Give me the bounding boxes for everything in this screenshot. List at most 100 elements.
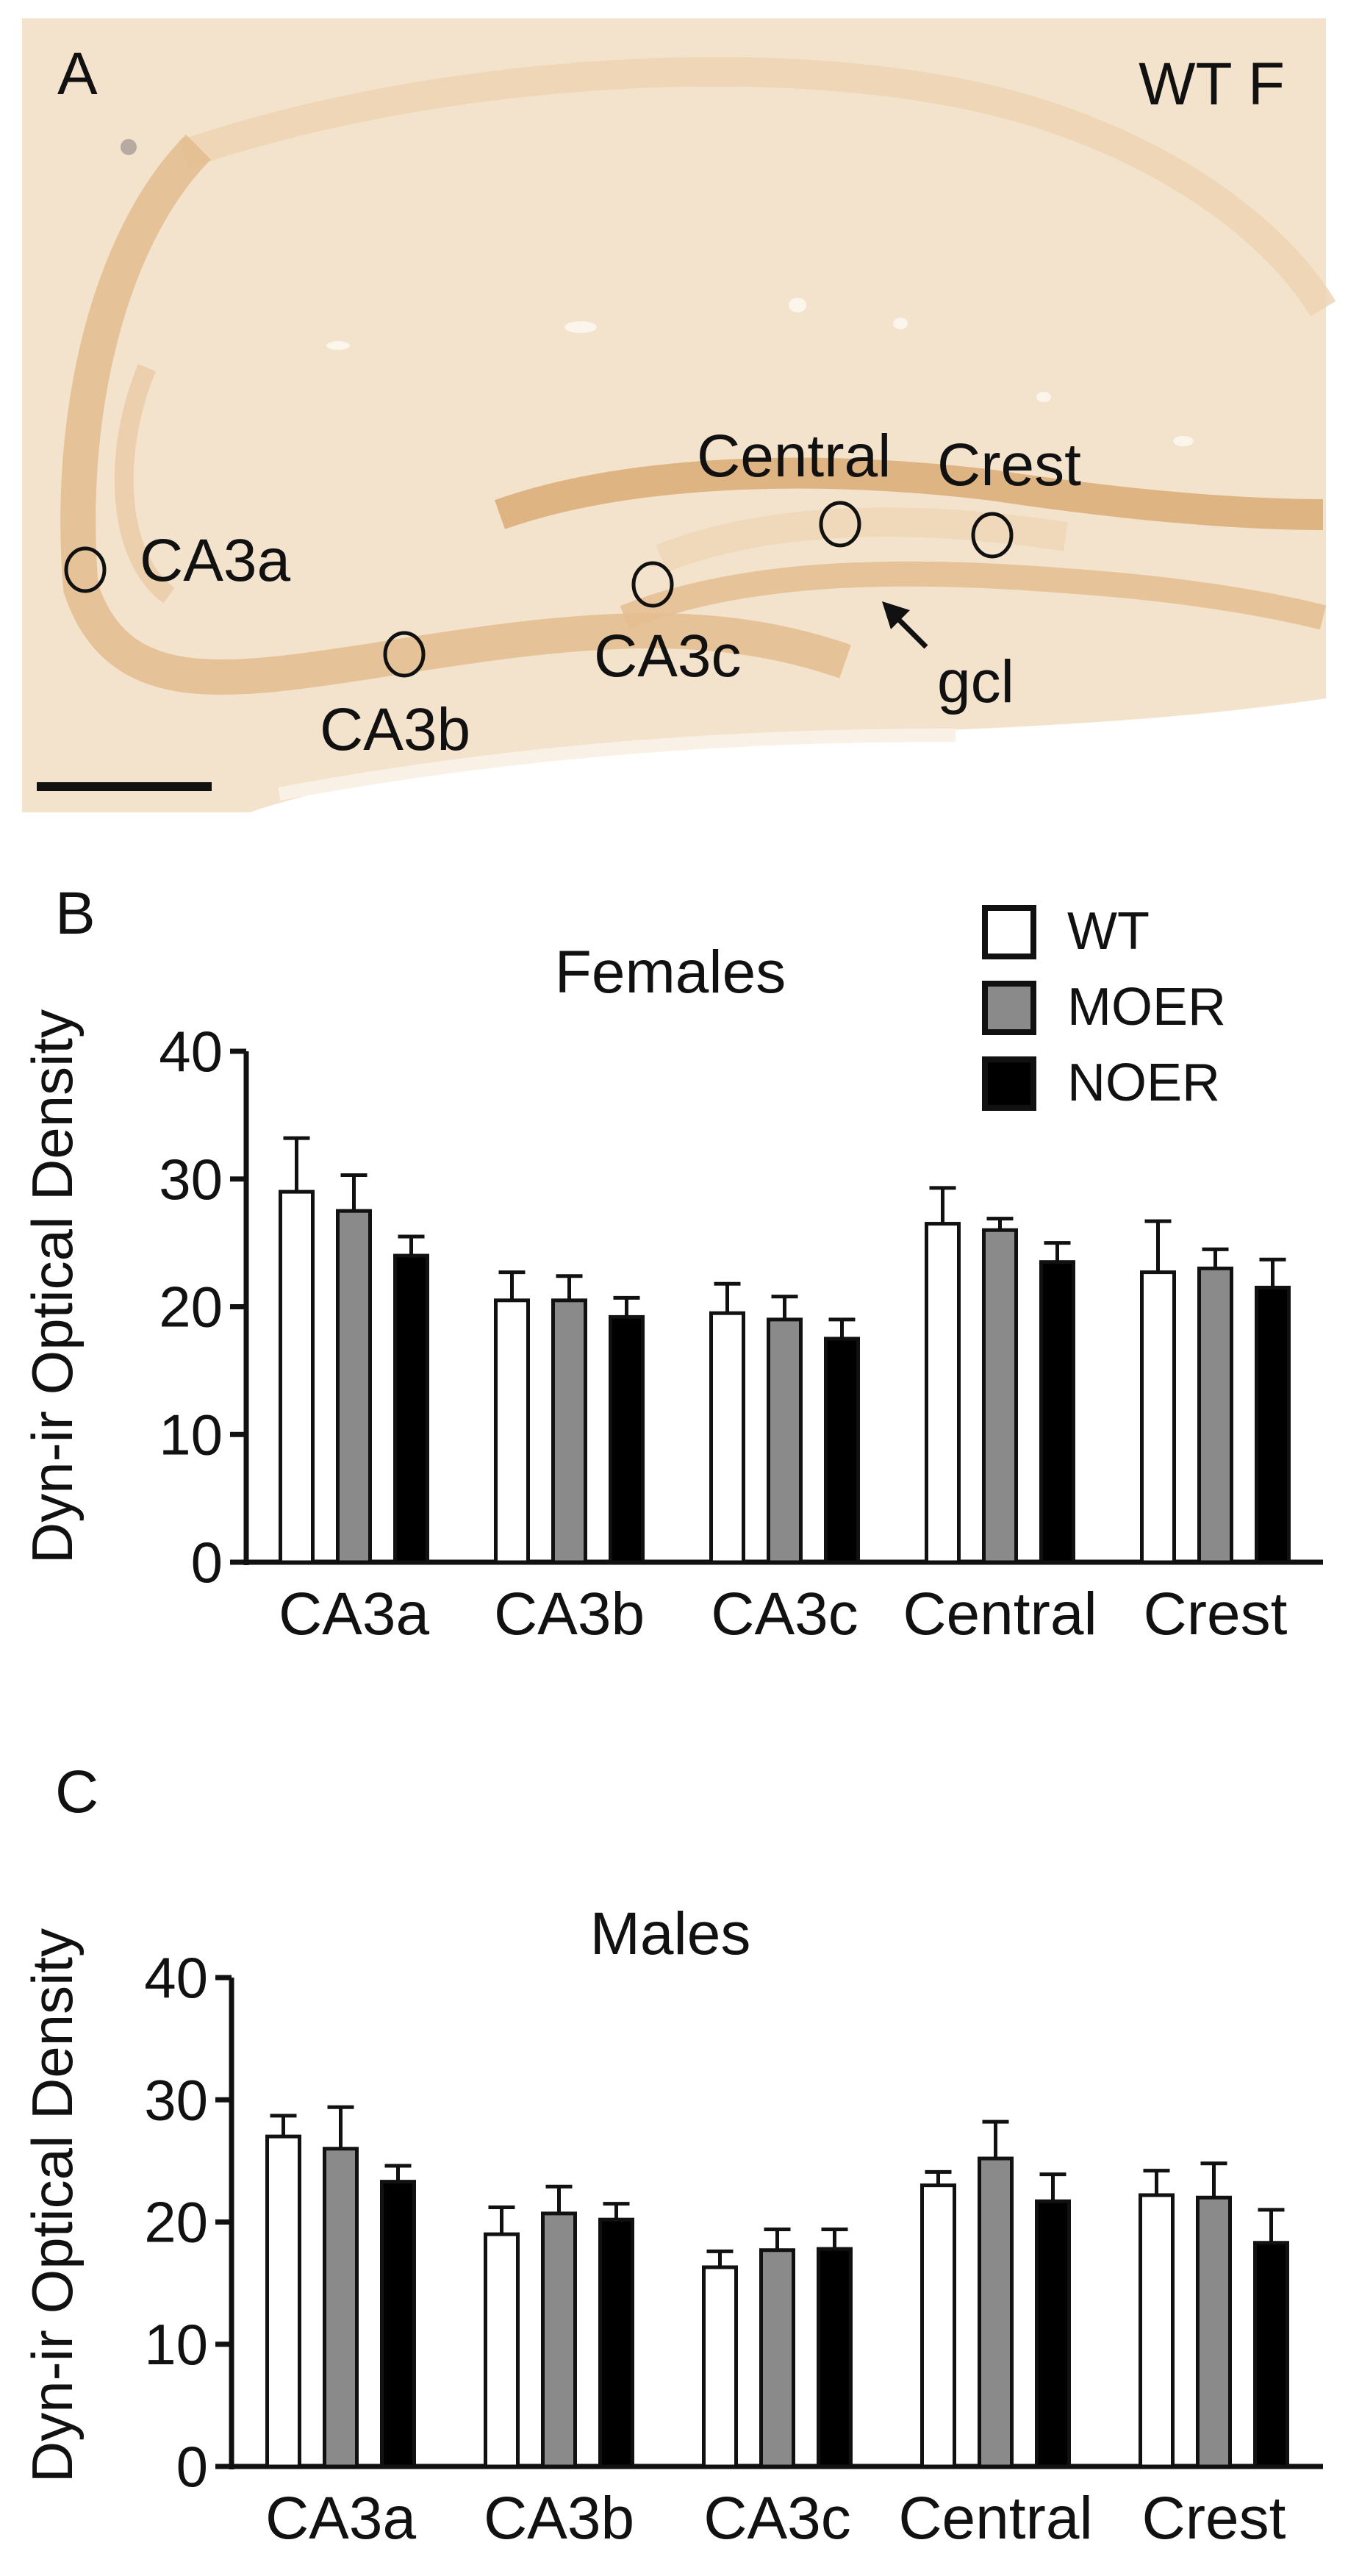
bar-noer [598, 2217, 634, 2469]
legend-label-noer: NOER [1067, 1053, 1220, 1112]
panel-a-micrograph: A WT F CA3a CA3b CA3c Central Crest gcl [22, 18, 1336, 812]
bar-wt [709, 1311, 745, 1564]
image-label: WT F [1139, 51, 1285, 118]
legend: WT MOER NOER [982, 902, 1226, 1112]
legend-label-moer: MOER [1067, 978, 1226, 1037]
x-tick-label: CA3c [711, 1581, 858, 1647]
sampling-circle-ca3b [383, 631, 426, 678]
vessel-spot [1173, 436, 1194, 446]
sampling-circle-ca3a [64, 546, 107, 593]
scale-bar [37, 782, 212, 791]
region-label-central: Central [697, 423, 891, 490]
bar-moer [759, 2248, 795, 2469]
bar-moer [978, 2156, 1014, 2469]
bar-wt [1139, 2193, 1175, 2469]
legend-swatch-noer [982, 1056, 1036, 1111]
chart-title-females: Females [555, 939, 786, 1006]
bar-wt [920, 2183, 956, 2469]
bar-moer [336, 1209, 372, 1564]
granule-cell-layer-upper [495, 457, 1324, 530]
y-axis-label-females: Dyn-ir Optical Density [20, 1009, 85, 1564]
x-tick-label: CA3b [484, 2485, 634, 2552]
region-label-ca3a: CA3a [140, 527, 291, 594]
vessel-spot [326, 341, 350, 350]
bars-females [279, 1136, 1291, 1564]
mossy-fiber-layer [114, 364, 176, 604]
region-label-ca3c: CA3c [594, 623, 742, 690]
bar-moer [1196, 2195, 1232, 2469]
panel-letter-b: B [55, 880, 96, 947]
chart-title-males: Males [590, 1900, 751, 1967]
y-tick-label: 20 [159, 1275, 223, 1339]
bar-noer [609, 1314, 645, 1564]
sampling-circle-crest [971, 512, 1014, 559]
stratum-outer-band [179, 57, 1336, 317]
bar-moer [767, 1317, 803, 1564]
ca3-pyramidal-layer [60, 135, 851, 695]
bar-wt [494, 1298, 530, 1564]
bar-wt [265, 2134, 301, 2469]
tissue-edge-pale [278, 729, 956, 801]
vessel-spot [789, 298, 806, 312]
bar-noer [824, 1337, 860, 1564]
x-tick-label: CA3a [265, 2485, 417, 2552]
vessel-spot [1036, 392, 1051, 402]
dark-particle [121, 139, 137, 155]
x-tick-label: Central [903, 1581, 1097, 1647]
bar-moer [323, 2147, 359, 2469]
y-tick-label: 10 [159, 1402, 223, 1467]
sampling-circle-central [819, 501, 861, 548]
y-tick-label: 10 [144, 2312, 208, 2377]
chart-males: C Males Dyn-ir Optical Density 0 10 20 30 40… [20, 1759, 1323, 2552]
bar-moer [551, 1298, 587, 1564]
y-tick-label: 20 [144, 2190, 208, 2255]
sampling-circle-ca3c [631, 561, 674, 608]
vessel-spot [893, 318, 908, 329]
bar-wt [702, 2265, 738, 2469]
y-tick-label: 30 [159, 1147, 223, 1212]
x-tick-label: Central [898, 2485, 1092, 2552]
bar-wt [484, 2232, 520, 2469]
x-tick-label: CA3b [494, 1581, 645, 1647]
granule-cell-layer-lower [620, 561, 1327, 630]
chart-females: B Females Dyn-ir Optical Density 0 10 20 30… [20, 880, 1323, 1647]
bar-noer [1255, 1285, 1291, 1564]
x-tick-label: Crest [1144, 1581, 1288, 1647]
panel-letter-c: C [55, 1759, 98, 1825]
gcl-arrow-head [882, 601, 910, 629]
bar-noer [1035, 2199, 1071, 2469]
gcl-arrow-shaft [893, 614, 928, 649]
bar-moer [982, 1228, 1018, 1564]
bar-noer [1253, 2241, 1289, 2469]
y-tick-label: 30 [144, 2067, 208, 2132]
x-tick-label: CA3c [703, 2485, 851, 2552]
panel-letter-a: A [57, 40, 98, 107]
legend-swatch-wt [982, 905, 1036, 959]
y-axis-label-males: Dyn-ir Optical Density [20, 1928, 85, 2483]
hilus-region [656, 507, 1068, 573]
x-tick-label: Crest [1142, 2485, 1286, 2552]
bar-wt [1140, 1270, 1176, 1564]
bar-noer [817, 2247, 853, 2469]
x-tick-label: CA3a [279, 1581, 430, 1647]
region-label-gcl: gcl [937, 648, 1014, 715]
legend-swatch-moer [982, 981, 1036, 1035]
bar-noer [393, 1253, 429, 1564]
y-tick-label: 0 [191, 1530, 223, 1595]
tissue-edge-white [250, 698, 1326, 812]
bar-wt [279, 1189, 315, 1564]
bar-moer [1197, 1266, 1233, 1564]
region-label-ca3b: CA3b [320, 696, 470, 763]
bar-noer [380, 2180, 416, 2469]
vessel-spot [564, 321, 597, 333]
y-tick-label: 40 [144, 1945, 208, 2010]
y-tick-label: 40 [159, 1019, 223, 1084]
region-label-crest: Crest [937, 432, 1081, 498]
bars-males [265, 2105, 1289, 2469]
bar-moer [541, 2211, 577, 2469]
bar-noer [1039, 1260, 1075, 1564]
bar-wt [925, 1222, 961, 1564]
y-tick-label: 0 [176, 2434, 208, 2499]
legend-label-wt: WT [1067, 902, 1150, 961]
